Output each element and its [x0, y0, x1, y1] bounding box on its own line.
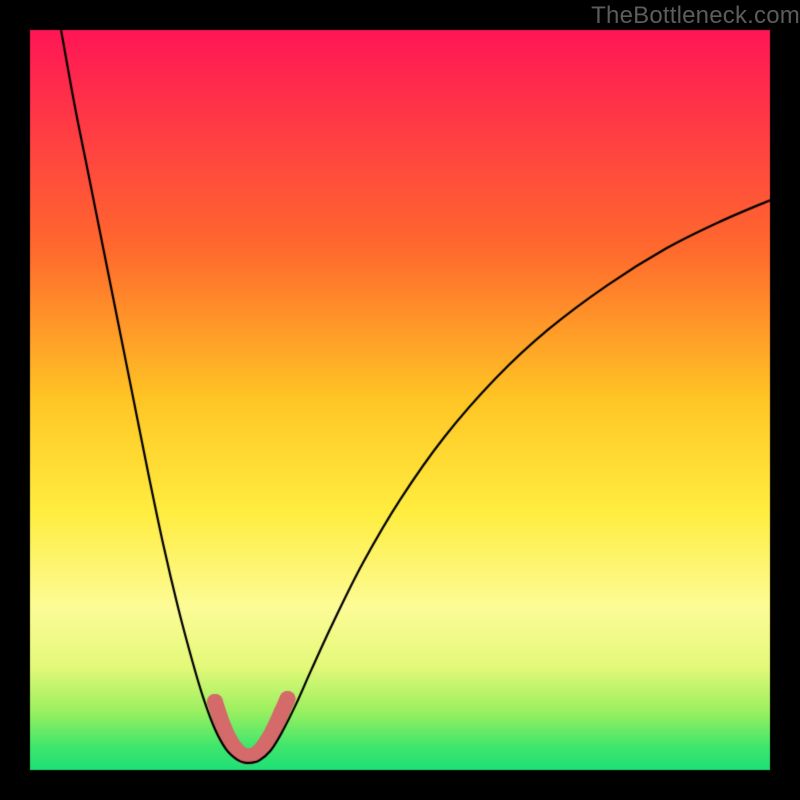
chart-stage: TheBottleneck.com [0, 0, 800, 800]
bottleneck-chart-canvas [0, 0, 800, 800]
